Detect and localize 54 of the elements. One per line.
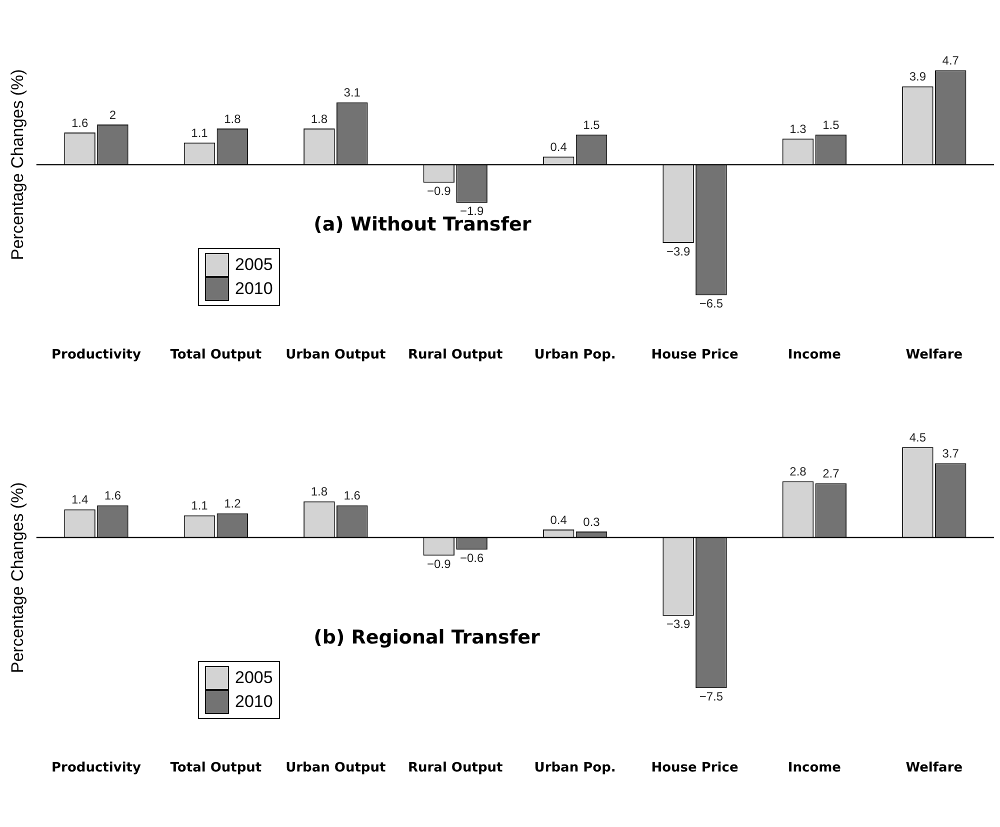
x-tick-label: Welfare [906, 760, 963, 776]
x-tick-label: Urban Output [286, 760, 386, 776]
data-label: 1.6 [71, 116, 88, 130]
legend-label: 2005 [235, 667, 273, 689]
x-tick-label: Total Output [170, 348, 262, 363]
data-label: 1.5 [822, 118, 840, 132]
x-tick-label: Income [788, 760, 842, 776]
data-label: 3.7 [942, 446, 960, 461]
data-label: −3.9 [666, 617, 690, 632]
data-label: 1.4 [71, 492, 88, 507]
x-tick-label: House Price [651, 348, 738, 363]
legend-label: 2010 [235, 691, 273, 713]
data-label: 1.8 [224, 112, 242, 126]
data-label: 1.3 [790, 122, 807, 136]
x-tick-label: Total Output [170, 760, 262, 776]
data-label: 0.3 [583, 514, 600, 529]
x-tick-label: Urban Pop. [534, 760, 616, 776]
x-tick-label: Rural Output [408, 348, 503, 363]
data-label: −6.5 [699, 296, 724, 311]
data-label: 2 [109, 108, 116, 122]
data-label: −3.9 [666, 244, 690, 258]
y-axis-title: Percentage Changes (%) [8, 69, 27, 260]
data-label: 1.1 [191, 126, 208, 140]
data-label: 1.8 [310, 484, 328, 499]
data-label: 0.4 [550, 140, 568, 154]
data-label: 2.8 [790, 464, 807, 479]
data-label: 3.1 [344, 86, 361, 100]
data-label: 4.5 [909, 430, 926, 444]
x-tick-label: House Price [651, 760, 738, 776]
data-label: 0.4 [550, 512, 568, 527]
data-label: −0.9 [427, 556, 452, 571]
x-tick-label: Income [788, 348, 842, 363]
data-label: −7.5 [699, 689, 724, 704]
data-label: 4.7 [942, 54, 960, 68]
x-tick-label: Rural Output [408, 760, 503, 776]
data-label: 1.1 [191, 498, 208, 513]
x-tick-label: Productivity [52, 760, 142, 776]
data-label: 1.6 [104, 488, 122, 503]
data-label: 1.5 [583, 118, 600, 132]
legend-label: 2010 [235, 278, 273, 300]
data-label: 1.2 [224, 496, 242, 511]
data-label: −0.9 [427, 184, 452, 198]
y-axis-title: Percentage Changes (%) [8, 482, 27, 674]
text: (b) Regional Transfer [314, 626, 540, 649]
x-tick-label: Urban Pop. [534, 348, 616, 363]
data-label: 1.6 [344, 488, 361, 503]
x-tick-label: Welfare [906, 348, 963, 363]
x-tick-label: Urban Output [286, 348, 386, 363]
data-label: 1.8 [310, 112, 328, 126]
legend-label: 2005 [235, 254, 273, 276]
data-label: 2.7 [822, 466, 840, 481]
data-label: −0.6 [460, 550, 484, 565]
x-tick-label: Productivity [52, 348, 142, 363]
data-label: 3.9 [909, 70, 926, 84]
